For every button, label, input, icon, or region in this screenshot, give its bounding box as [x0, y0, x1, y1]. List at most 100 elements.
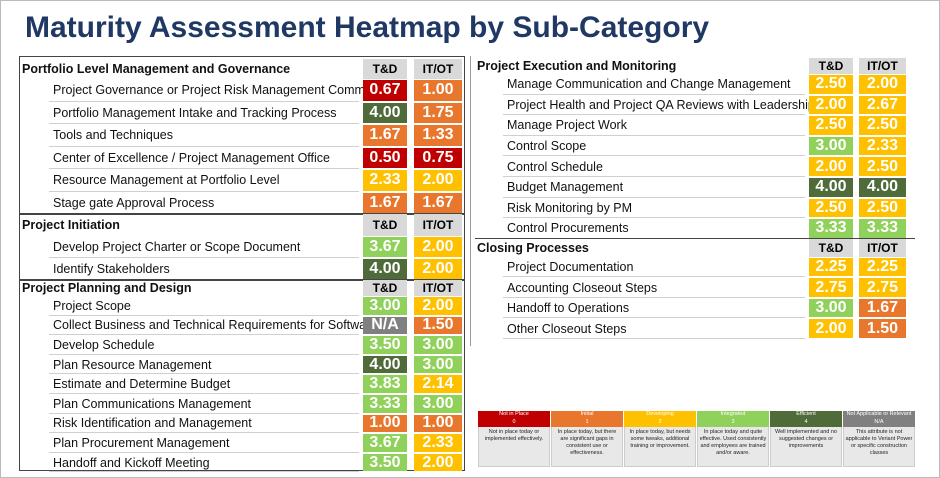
column-header: T&D: [363, 59, 407, 79]
score-cell: 2.50: [859, 157, 906, 176]
score-cell: 3.00: [809, 298, 853, 318]
score-cell: 2.33: [363, 170, 407, 191]
section-header: Project Planning and Design: [22, 281, 192, 295]
score-cell: 3.00: [414, 336, 462, 354]
row-label: Plan Communications Management: [53, 396, 252, 411]
score-cell: 1.67: [363, 125, 407, 146]
row-label: Identify Stakeholders: [53, 262, 170, 276]
score-cell: 4.00: [859, 178, 906, 197]
row-label: Tools and Techniques: [53, 128, 173, 143]
score-cell: 2.00: [809, 95, 853, 115]
score-cell: 2.50: [859, 116, 906, 135]
score-cell: 1.00: [363, 414, 407, 433]
score-cell: 2.00: [859, 75, 906, 94]
legend-level: 0: [478, 419, 550, 427]
score-cell: 4.00: [363, 356, 407, 374]
legend-level: N/A: [843, 419, 915, 427]
score-cell: 1.75: [414, 102, 462, 123]
row-line: [49, 451, 359, 453]
row-label: Project Health and Project QA Reviews wi…: [507, 97, 815, 112]
row-line: [503, 176, 805, 177]
legend-description: In place today and quite effective. Used…: [699, 429, 767, 456]
row-label: Develop Project Charter or Scope Documen…: [53, 240, 301, 254]
legend-level: 1: [551, 419, 623, 427]
page-title: Maturity Assessment Heatmap by Sub-Categ…: [25, 11, 710, 44]
score-cell: 1.00: [414, 414, 462, 433]
score-cell: 3.00: [809, 136, 853, 156]
score-cell: 0.67: [363, 80, 407, 101]
row-line: [503, 196, 805, 198]
row-line: [503, 93, 805, 95]
row-line: [503, 276, 805, 278]
score-cell: 2.14: [414, 375, 462, 393]
row-label: Manage Project Work: [507, 118, 627, 133]
row-line: [49, 373, 359, 375]
legend-name: Initial: [551, 411, 623, 419]
score-cell: 1.00: [414, 80, 462, 101]
score-cell: 1.67: [363, 192, 407, 213]
score-cell: 3.33: [859, 219, 906, 238]
score-cell: 3.50: [363, 336, 407, 354]
column-header: IT/OT: [414, 59, 462, 79]
row-label: Accounting Closeout Steps: [507, 280, 658, 295]
row-label: Handoff to Operations: [507, 301, 630, 316]
score-cell: 3.00: [414, 356, 462, 374]
score-cell: 1.50: [414, 316, 462, 335]
row-label: Center of Excellence / Project Managemen…: [53, 150, 330, 165]
legend-level: 2: [624, 419, 696, 427]
row-label: Resource Management at Portfolio Level: [53, 173, 280, 188]
row-line: [49, 432, 359, 434]
column-header: IT/OT: [859, 58, 906, 74]
row-line: [49, 123, 359, 124]
score-cell: 2.00: [414, 237, 462, 257]
row-label: Other Closeout Steps: [507, 321, 627, 336]
row-label: Project Scope: [53, 298, 131, 313]
row-line: [49, 471, 359, 473]
row-label: Budget Management: [507, 180, 624, 195]
column-header: IT/OT: [859, 238, 906, 257]
score-cell: 1.33: [414, 125, 462, 146]
score-cell: 2.33: [414, 434, 462, 452]
section-header: Closing Processes: [477, 240, 589, 255]
score-cell: 4.00: [363, 102, 407, 123]
score-cell: 2.00: [414, 454, 462, 472]
legend-name: Not Applicable or Relevant: [843, 411, 915, 419]
column-header: T&D: [363, 214, 407, 236]
column-header: IT/OT: [414, 280, 462, 296]
score-cell: 0.50: [363, 147, 407, 168]
row-line: [49, 257, 359, 258]
section-rule: [20, 213, 464, 215]
row-line: [49, 190, 359, 192]
score-cell: 3.33: [363, 395, 407, 413]
score-cell: 3.00: [363, 297, 407, 315]
row-label: Risk Identification and Management: [53, 416, 252, 431]
section-rule: [20, 279, 464, 281]
score-cell: 2.50: [859, 198, 906, 218]
row-label: Plan Resource Management: [53, 357, 212, 372]
section-rule: [475, 237, 915, 240]
row-label: Develop Schedule: [53, 337, 155, 352]
column-header: T&D: [809, 58, 853, 74]
score-cell: 4.00: [363, 259, 407, 279]
row-label: Estimate and Determine Budget: [53, 377, 231, 392]
score-cell: 2.25: [809, 257, 853, 277]
row-label: Plan Procurement Management: [53, 435, 230, 450]
score-cell: 3.67: [363, 237, 407, 257]
row-label: Project Governance or Project Risk Manag…: [53, 83, 389, 98]
row-line: [49, 314, 359, 316]
row-line: [503, 317, 805, 319]
score-cell: N/A: [363, 316, 407, 335]
score-cell: 2.00: [809, 157, 853, 176]
score-cell: 2.00: [809, 319, 853, 338]
row-line: [49, 393, 359, 394]
score-cell: 1.67: [859, 298, 906, 318]
section-header: Portfolio Level Management and Governanc…: [22, 62, 291, 76]
row-label: Stage gate Approval Process: [53, 195, 215, 210]
row-label: Control Procurements: [507, 221, 629, 236]
legend-description: Well implemented and no suggested change…: [775, 429, 837, 449]
score-cell: 2.67: [859, 95, 906, 115]
score-cell: 2.00: [414, 297, 462, 315]
score-cell: 3.33: [809, 219, 853, 238]
row-label: Manage Communication and Change Manageme…: [507, 77, 791, 92]
